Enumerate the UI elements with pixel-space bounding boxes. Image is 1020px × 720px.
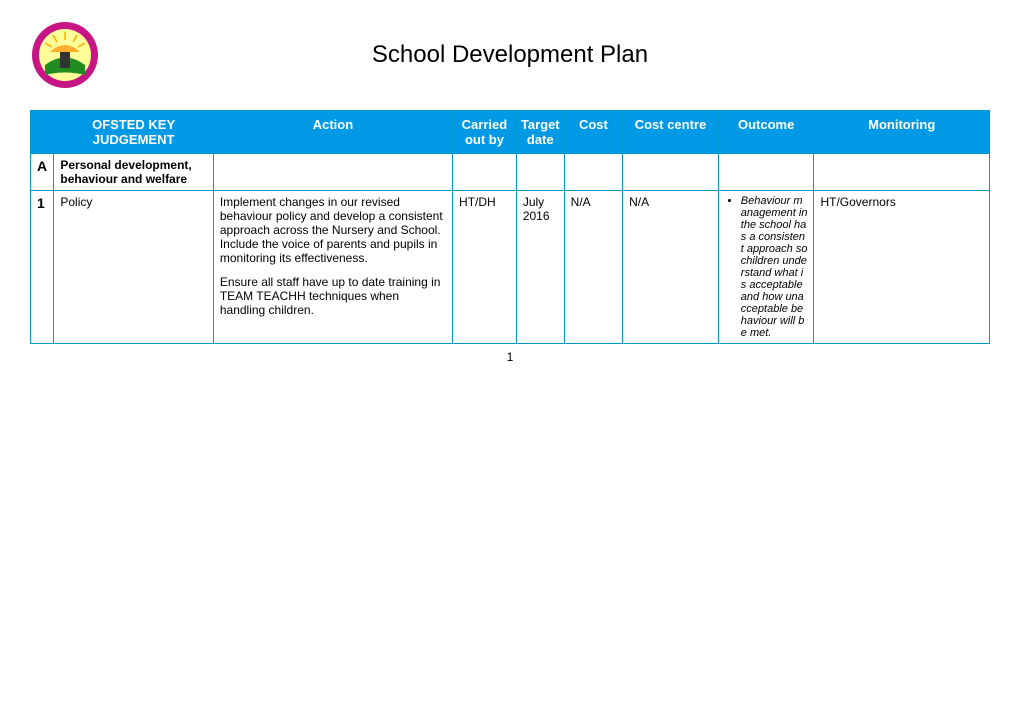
cell-cost: N/A: [564, 191, 622, 344]
empty-cell: [564, 154, 622, 191]
table-header-row: OFSTED KEY JUDGEMENT Action Carried out …: [31, 111, 990, 154]
empty-cell: [213, 154, 452, 191]
col-header-monitoring: Monitoring: [814, 111, 990, 154]
table-row: 1 Policy Implement changes in our revise…: [31, 191, 990, 344]
row-index: 1: [31, 191, 54, 344]
cell-judgement: Policy: [54, 191, 213, 344]
action-paragraph: Ensure all staff have up to date trainin…: [220, 275, 446, 317]
col-header-target: Target date: [516, 111, 564, 154]
cell-outcome: Behaviour management in the school has a…: [718, 191, 814, 344]
empty-cell: [623, 154, 719, 191]
cell-action: Implement changes in our revised behavio…: [213, 191, 452, 344]
col-header-centre: Cost centre: [623, 111, 719, 154]
col-header-judgement: OFSTED KEY JUDGEMENT: [54, 111, 213, 154]
school-logo: [30, 20, 100, 90]
section-index: A: [31, 154, 54, 191]
action-paragraph: Implement changes in our revised behavio…: [220, 195, 446, 265]
document-header: School Development Plan: [30, 20, 990, 90]
empty-cell: [718, 154, 814, 191]
col-header-cost: Cost: [564, 111, 622, 154]
outcome-item: Behaviour management in the school has a…: [741, 195, 808, 339]
col-header-index: [31, 111, 54, 154]
empty-cell: [516, 154, 564, 191]
document-title: School Development Plan: [120, 41, 990, 69]
cell-target-date: July 2016: [516, 191, 564, 344]
cell-cost-centre: N/A: [623, 191, 719, 344]
empty-cell: [453, 154, 517, 191]
empty-cell: [814, 154, 990, 191]
page-number: 1: [30, 350, 990, 364]
cell-monitoring: HT/Governors: [814, 191, 990, 344]
development-plan-table: OFSTED KEY JUDGEMENT Action Carried out …: [30, 110, 990, 344]
col-header-outcome: Outcome: [718, 111, 814, 154]
section-row: A Personal development, behaviour and we…: [31, 154, 990, 191]
col-header-carried: Carried out by: [453, 111, 517, 154]
cell-carried-by: HT/DH: [453, 191, 517, 344]
col-header-action: Action: [213, 111, 452, 154]
section-title: Personal development, behaviour and welf…: [54, 154, 213, 191]
